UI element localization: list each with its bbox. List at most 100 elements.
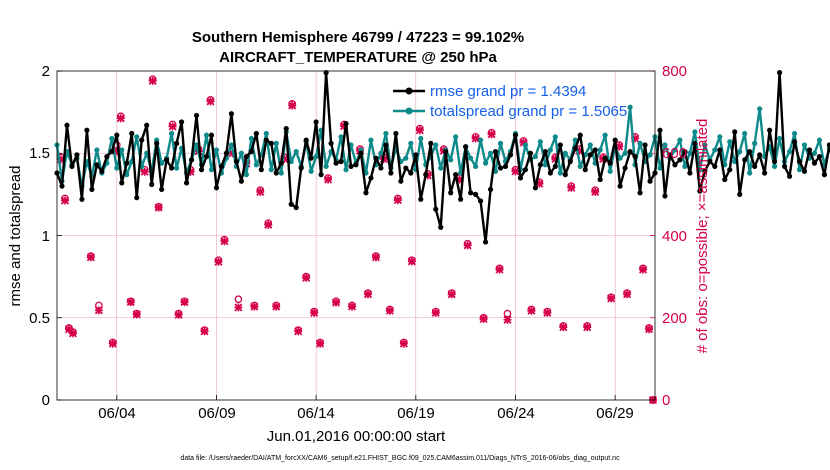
data-point-totalspread (174, 165, 180, 171)
data-point-rmse (408, 170, 414, 176)
data-point-rmse (248, 149, 254, 155)
data-point-rmse (74, 152, 80, 158)
data-point-rmse (333, 160, 339, 166)
obs-assimilated-marker (324, 175, 333, 184)
obs-assimilated-marker (132, 310, 141, 319)
data-point-rmse (159, 186, 165, 193)
y2-tick-label: 400 (662, 228, 687, 245)
data-point-rmse (617, 183, 623, 189)
data-point-totalspread (268, 167, 274, 173)
data-point-totalspread (537, 139, 543, 145)
data-point-totalspread (547, 147, 553, 153)
data-point-rmse (428, 140, 434, 146)
data-point-rmse (164, 157, 170, 163)
data-point-totalspread (213, 147, 220, 153)
data-point-totalspread (622, 150, 628, 156)
data-point-rmse (433, 206, 439, 212)
data-point-rmse (762, 170, 768, 176)
data-file-footer: data file: /Users/raeder/DAI/ATM_forcXX/… (180, 455, 620, 462)
obs-assimilated-marker (583, 323, 592, 332)
data-point-totalspread (647, 152, 653, 158)
data-point-rmse (114, 132, 120, 138)
data-point-totalspread (672, 147, 678, 153)
data-point-rmse (258, 167, 264, 173)
obs-assimilated-marker (220, 237, 229, 246)
data-point-totalspread (169, 130, 175, 137)
data-point-rmse (582, 167, 588, 173)
data-point-totalspread (313, 153, 319, 160)
data-point-totalspread (682, 163, 688, 170)
data-point-totalspread (727, 139, 733, 145)
data-point-rmse (453, 172, 459, 178)
data-point-rmse (458, 196, 464, 202)
data-point-rmse (801, 168, 808, 174)
data-point-rmse (218, 163, 225, 170)
obs-assimilated-marker (154, 203, 163, 212)
data-point-totalspread (602, 132, 608, 138)
data-point-totalspread (796, 167, 803, 173)
data-point-totalspread (742, 130, 748, 137)
data-point-totalspread (712, 147, 718, 153)
data-point-rmse (313, 119, 319, 125)
obs-assimilated-marker (148, 76, 157, 85)
obs-assimilated-marker (607, 294, 616, 303)
data-point-totalspread (587, 142, 593, 148)
obs-assimilated-marker (471, 134, 480, 143)
legend-spread-marker (405, 107, 413, 115)
data-point-rmse (642, 142, 648, 148)
obs-assimilated-marker (567, 183, 576, 192)
data-point-rmse (517, 175, 524, 181)
data-point-totalspread (692, 129, 698, 135)
data-point-rmse (477, 198, 484, 204)
data-point-totalspread (438, 165, 444, 171)
data-point-rmse (298, 165, 304, 171)
data-point-rmse (722, 176, 728, 183)
data-point-rmse (154, 140, 160, 146)
obs-assimilated-marker (385, 306, 394, 315)
data-point-totalspread (159, 160, 165, 166)
obs-assimilated-marker (399, 339, 408, 348)
data-point-rmse (592, 147, 598, 153)
x-tick-label: 06/09 (198, 405, 236, 422)
data-point-rmse (772, 158, 778, 165)
data-point-rmse (363, 190, 369, 196)
obs-assimilated-marker (60, 196, 70, 205)
data-point-rmse (587, 152, 593, 158)
data-point-rmse (174, 140, 180, 146)
data-point-rmse (732, 129, 738, 135)
data-point-rmse (423, 172, 429, 178)
data-point-rmse (293, 204, 299, 211)
data-point-rmse (662, 193, 668, 199)
obs-assimilated-marker (200, 327, 209, 336)
data-point-rmse (487, 186, 494, 193)
data-point-totalspread (687, 150, 693, 156)
data-point-rmse (348, 163, 354, 170)
data-point-totalspread (448, 157, 454, 163)
data-point-rmse (373, 155, 379, 161)
data-point-rmse (84, 127, 90, 133)
data-point-totalspread (228, 142, 235, 148)
y-tick-label: 1 (42, 228, 50, 245)
data-point-rmse (129, 130, 135, 137)
data-point-rmse (557, 142, 563, 148)
data-point-rmse (463, 144, 469, 150)
obs-assimilated-marker (543, 308, 552, 317)
data-point-rmse (198, 167, 205, 173)
data-point-rmse (438, 224, 444, 230)
data-point-totalspread (811, 150, 818, 156)
data-point-totalspread (114, 165, 120, 171)
obs-assimilated-marker (415, 126, 424, 135)
obs-assimilated-marker (591, 187, 600, 196)
data-point-totalspread (772, 163, 778, 170)
data-point-rmse (473, 191, 479, 197)
data-point-totalspread (572, 137, 578, 143)
data-point-totalspread (109, 135, 115, 142)
x-axis-label: Jun.01,2016 00:00:00 start (267, 428, 446, 445)
data-point-totalspread (532, 153, 539, 160)
data-point-totalspread (468, 155, 474, 161)
y-axis-right: 0 200 400 600 800 (662, 63, 687, 409)
data-point-rmse (647, 178, 653, 184)
obs-assimilated-marker (316, 339, 325, 348)
data-point-totalspread (737, 149, 743, 155)
data-point-totalspread (473, 163, 479, 170)
